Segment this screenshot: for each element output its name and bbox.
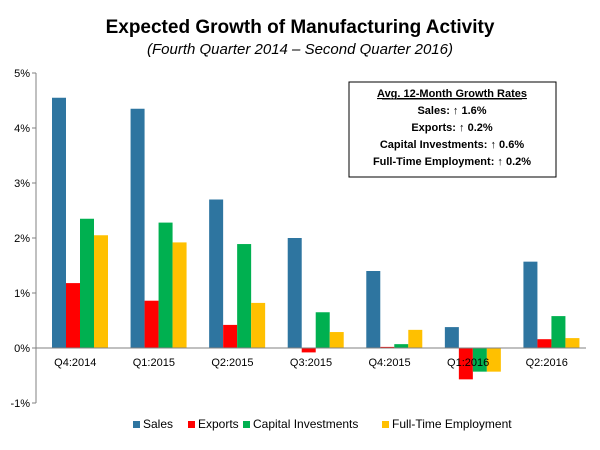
legend-swatch-sales	[133, 421, 140, 428]
bar-capital-investments-q1-2016	[472, 348, 487, 372]
bar-exports-q1-2015	[144, 300, 159, 348]
y-tick-label: -1%	[10, 398, 30, 410]
bar-full-time-employment-q4-2014	[94, 235, 108, 348]
legend-label-exports: Exports	[198, 417, 239, 431]
chart-title: Expected Growth of Manufacturing Activit…	[106, 17, 495, 38]
legend-label-capital-investments: Capital Investments	[253, 417, 358, 431]
legend: Sales Exports Capital Investments Full-Time…	[133, 417, 512, 431]
legend-swatch-exports	[188, 421, 195, 428]
legend-label-full-time-employment: Full-Time Employment	[392, 417, 512, 431]
bar-exports-q4-2015	[380, 346, 395, 348]
bar-full-time-employment-q1-2015	[172, 242, 187, 348]
bar-sales-q2-2016	[523, 261, 538, 348]
x-tick-label: Q3:2015	[290, 357, 332, 369]
bar-sales-q4-2015	[366, 271, 381, 348]
y-tick-label: 3%	[14, 178, 30, 190]
x-tick-label: Q4:2015	[368, 357, 410, 369]
bar-full-time-employment-q2-2016	[565, 338, 580, 348]
bar-exports-q4-2014	[66, 283, 80, 348]
bar-capital-investments-q2-2016	[551, 316, 566, 348]
chart-subtitle: (Fourth Quarter 2014 – Second Quarter 20…	[147, 41, 453, 58]
x-tick-label: Q1:2015	[133, 357, 175, 369]
legend-swatch-capital-investments	[243, 421, 250, 428]
bar-sales-q1-2015	[130, 108, 145, 348]
y-tick-label: 4%	[14, 123, 30, 135]
y-axis-ticks: -1% 0% 1% 2% 3% 4% 5%	[10, 68, 36, 410]
bar-exports-q3-2015	[301, 348, 316, 353]
bar-full-time-employment-q3-2015	[329, 332, 344, 348]
growth-rates-annotation: Avg. 12-Month Growth Rates Sales: ↑ 1.6%…	[348, 81, 557, 178]
legend-label-sales: Sales	[143, 417, 173, 431]
y-tick-label: 2%	[14, 233, 30, 245]
bar-full-time-employment-q2-2015	[251, 302, 266, 348]
annotation-line-sales: Sales: ↑ 1.6%	[417, 105, 486, 117]
bar-exports-q1-2016	[458, 348, 473, 380]
bar-full-time-employment-q1-2016	[486, 348, 501, 372]
annotation-heading: Avg. 12-Month Growth Rates	[377, 88, 527, 100]
bar-exports-q2-2016	[537, 339, 552, 348]
annotation-box	[348, 81, 557, 178]
y-tick-label: 5%	[14, 68, 30, 80]
bar-capital-investments-q4-2014	[80, 218, 94, 348]
bar-capital-investments-q4-2015	[394, 344, 409, 348]
x-tick-label: Q2:2016	[526, 357, 568, 369]
bar-sales-q4-2014	[52, 97, 66, 348]
x-axis-labels: Q4:2014 Q1:2015 Q2:2015 Q3:2015 Q4:2015 Q1:20…	[54, 357, 568, 369]
y-tick-label: 1%	[14, 288, 30, 300]
x-tick-label: Q2:2015	[211, 357, 253, 369]
x-tick-label: Q4:2014	[54, 357, 96, 369]
legend-swatch-full-time-employment	[382, 421, 389, 428]
annotation-line-exports: Exports: ↑ 0.2%	[411, 122, 493, 134]
annotation-line-employment: Full-Time Employment: ↑ 0.2%	[373, 156, 531, 168]
y-tick-label: 0%	[14, 343, 30, 355]
bar-sales-q3-2015	[287, 238, 302, 348]
annotation-line-capital: Capital Investments: ↑ 0.6%	[380, 139, 524, 151]
x-tick-label: Q1:2016	[447, 357, 489, 369]
bar-capital-investments-q1-2015	[158, 222, 173, 348]
axes	[35, 73, 586, 403]
bar-sales-q1-2016	[444, 327, 459, 348]
bar-sales-q2-2015	[209, 199, 224, 348]
bar-full-time-employment-q4-2015	[408, 329, 423, 348]
bar-exports-q2-2015	[223, 324, 238, 348]
bars-group	[52, 97, 580, 380]
bar-capital-investments-q3-2015	[315, 312, 330, 348]
bar-capital-investments-q2-2015	[237, 244, 252, 348]
